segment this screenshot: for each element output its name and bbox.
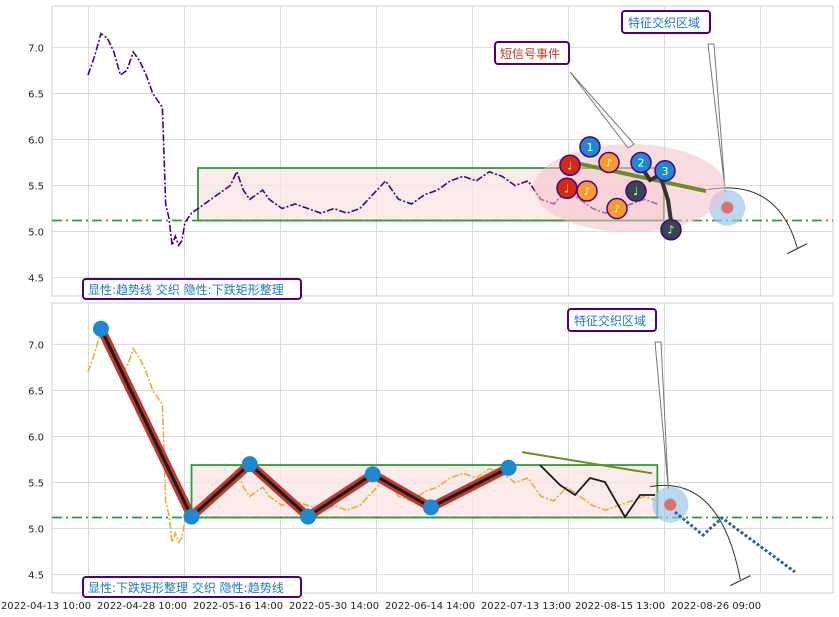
signal-event-label: ♩	[567, 159, 572, 172]
signal-event-marker	[630, 151, 652, 174]
bottom-ytick-label: 5.0	[28, 525, 44, 536]
short-signal-text: 短信号事件	[500, 47, 560, 61]
top-feature-zone-core	[721, 201, 734, 214]
signal-event-marker	[660, 218, 682, 241]
top-ytick-label: 5.0	[28, 228, 44, 239]
xtick-label: 2022-08-15 13:00	[575, 601, 665, 612]
bottom-projection-arc	[650, 484, 741, 580]
xtick-label: 2022-04-28 10:00	[97, 601, 187, 612]
zigzag-node	[183, 508, 200, 525]
signal-event-marker	[606, 197, 628, 220]
signal-event-label: ♩	[564, 182, 569, 195]
signal-event-marker	[598, 151, 620, 174]
signal-event-label: 1	[587, 141, 594, 154]
top-feature-zone-arrow	[707, 43, 726, 192]
bottom-panel-frame	[51, 302, 834, 594]
short-signal-arrow	[569, 71, 635, 149]
signal-event-marker	[579, 136, 601, 158]
xtick-label: 2022-05-30 14:00	[289, 601, 379, 612]
signal-event-label: ♪	[583, 185, 590, 198]
zigzag-node	[299, 508, 316, 525]
trend-line-top	[564, 158, 707, 194]
signal-event-marker	[625, 180, 647, 202]
zigzag-node	[364, 466, 381, 483]
top-feature-zone-text: 特征交织区域	[628, 15, 700, 30]
top-projection-tick	[786, 243, 808, 255]
bottom-feature-zone-core	[664, 498, 677, 511]
signal-event-label: ♪	[605, 157, 612, 170]
bottom-legend-text: 显性:下跌矩形整理 交织 隐性:趋势线	[88, 580, 284, 595]
projection-path-bottom	[674, 510, 796, 574]
signal-event-label: ♪	[613, 203, 620, 216]
top-legend-text: 显性:趋势线 交织 隐性:下跌矩形整理	[88, 282, 284, 297]
top-ytick-label: 6.5	[28, 89, 44, 100]
top-ytick-label: 4.5	[28, 274, 44, 285]
signal-event-label: 3	[662, 165, 669, 178]
signal-event-marker	[559, 154, 581, 177]
bottom-legend-box: 显性:下跌矩形整理 交织 隐性:趋势线	[82, 576, 302, 598]
zigzag-node	[241, 456, 258, 473]
signal-event-marker	[654, 160, 676, 182]
trend-line-bottom	[521, 451, 653, 475]
bottom-feature-zone-text: 特征交织区域	[574, 313, 646, 328]
xtick-label: 2022-07-13 13:00	[481, 601, 571, 612]
xtick-label: 2022-04-13 10:00	[1, 601, 91, 612]
xtick-label: 2022-05-16 14:00	[193, 601, 283, 612]
bottom-projection-tick	[730, 575, 751, 587]
xtick-label: 2022-08-26 09:00	[671, 601, 761, 612]
bottom-ytick-label: 6.0	[28, 432, 44, 443]
top-feature-zone-label: 特征交织区域	[621, 10, 711, 34]
signal-event-marker	[576, 180, 598, 202]
zigzag-node	[500, 459, 517, 476]
bottom-ytick-label: 7.0	[28, 340, 44, 351]
top-legend-box: 显性:趋势线 交织 隐性:下跌矩形整理	[82, 278, 302, 300]
bottom-feature-zone-arrow	[654, 341, 669, 489]
zigzag-node	[422, 499, 439, 516]
zigzag-node	[92, 320, 109, 337]
top-panel-frame	[51, 5, 834, 297]
bottom-ytick-label: 6.5	[28, 386, 44, 397]
top-ytick-label: 5.5	[28, 182, 44, 193]
top-price-series-0	[87, 32, 658, 248]
signal-event-label: ♪	[667, 224, 674, 237]
bottom-feature-zone-label: 特征交织区域	[567, 308, 657, 332]
bottom-price-series-0	[87, 329, 658, 545]
bottom-ytick-label: 4.5	[28, 571, 44, 582]
top-ytick-label: 7.0	[28, 43, 44, 54]
signal-event-label: ♩	[633, 185, 638, 198]
signal-event-label: 2	[638, 157, 645, 170]
top-ytick-label: 6.0	[28, 135, 44, 146]
bottom-ytick-label: 5.5	[28, 479, 44, 490]
swing-path-bottom	[539, 464, 655, 519]
xtick-label: 2022-06-14 14:00	[385, 601, 475, 612]
short-signal-label: 短信号事件	[494, 41, 570, 65]
